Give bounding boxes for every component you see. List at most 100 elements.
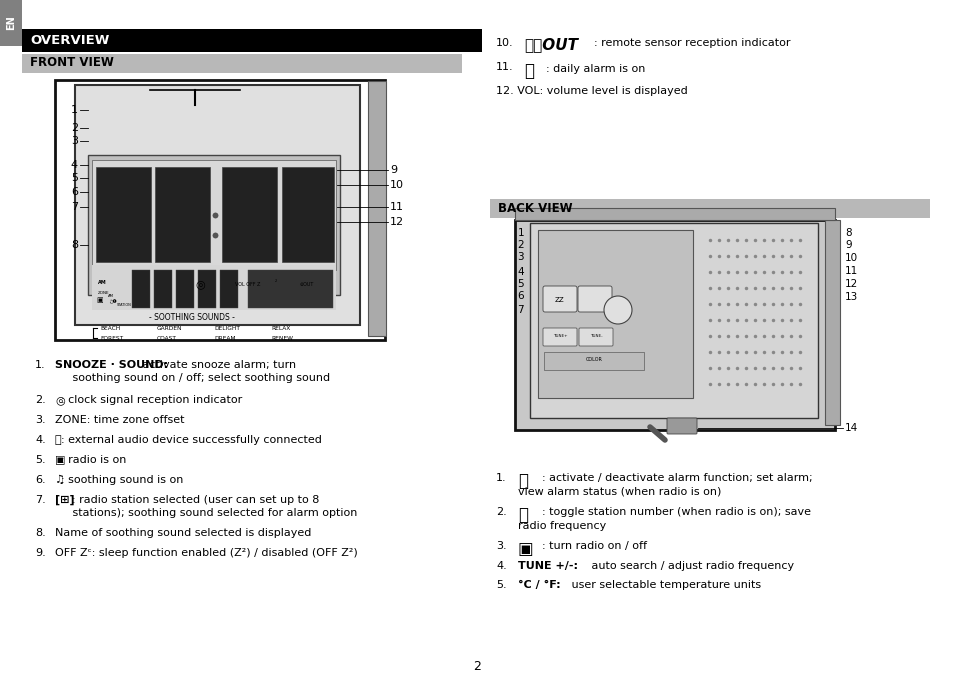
Text: AM: AM [98, 281, 107, 285]
Bar [153, 270, 172, 308]
FancyBboxPatch shape [578, 286, 612, 312]
Text: auto search / adjust radio frequency: auto search / adjust radio frequency [587, 561, 793, 571]
Text: BACK VIEW: BACK VIEW [497, 201, 572, 215]
Text: 3: 3 [71, 136, 78, 146]
Bar [530, 223, 817, 418]
Text: 9: 9 [844, 240, 851, 250]
Text: 6.: 6. [35, 475, 46, 485]
Bar [248, 270, 333, 308]
Text: activate snooze alarm; turn: activate snooze alarm; turn [139, 360, 295, 370]
Text: 11.: 11. [496, 62, 513, 72]
Text: COLOR: COLOR [585, 357, 601, 362]
Text: ZONE: ZONE [98, 291, 110, 295]
Text: VOL OFF Z: VOL OFF Z [234, 281, 260, 287]
Text: 3.: 3. [496, 541, 506, 551]
Bar [490, 199, 929, 218]
Circle shape [603, 296, 631, 324]
Text: 5: 5 [517, 279, 523, 289]
Text: STATION: STATION [117, 303, 132, 307]
Text: 10: 10 [390, 180, 403, 190]
Text: TUNE-: TUNE- [589, 334, 601, 338]
Text: : activate / deactivate alarm function; set alarm;: : activate / deactivate alarm function; … [541, 473, 812, 483]
Bar [824, 220, 840, 425]
Text: stations); soothing sound selected for alarm option: stations); soothing sound selected for a… [55, 508, 357, 518]
Bar [543, 352, 643, 370]
Text: 2.: 2. [35, 395, 46, 405]
Bar [282, 167, 334, 262]
Text: 3.: 3. [35, 415, 46, 425]
Text: 1: 1 [517, 228, 523, 238]
Text: 2: 2 [517, 240, 523, 250]
Text: AM: AM [108, 294, 113, 298]
FancyBboxPatch shape [578, 328, 613, 346]
Text: 8: 8 [844, 228, 851, 238]
Bar [91, 267, 335, 295]
Text: 12: 12 [390, 217, 404, 227]
Text: 11: 11 [844, 266, 858, 276]
Text: ⦿: ⦿ [55, 435, 62, 445]
Text: 2: 2 [473, 660, 480, 673]
Bar [198, 270, 215, 308]
Text: ⦚⦚OUT: ⦚⦚OUT [523, 37, 578, 52]
Text: ◎: ◎ [195, 279, 205, 289]
Text: TUNE +/-:: TUNE +/-: [517, 561, 578, 571]
Text: 8: 8 [71, 240, 78, 250]
Text: [⊞]: [⊞] [55, 495, 74, 505]
Bar [75, 85, 359, 325]
Text: 10: 10 [844, 253, 858, 263]
Bar [154, 167, 210, 262]
Bar [515, 220, 834, 430]
Text: ▣: ▣ [517, 540, 533, 558]
Text: 1.: 1. [35, 360, 46, 370]
Text: ◎: ◎ [55, 395, 65, 405]
Text: 12. VOL: volume level is displayed: 12. VOL: volume level is displayed [496, 86, 687, 96]
FancyBboxPatch shape [542, 328, 577, 346]
Text: radio frequency: radio frequency [517, 521, 605, 531]
Text: 13: 13 [844, 292, 858, 302]
Bar [91, 160, 335, 270]
Bar [368, 81, 386, 336]
Text: : soothing sound is on: : soothing sound is on [61, 475, 183, 485]
Text: COAST: COAST [157, 336, 176, 341]
Bar [220, 270, 237, 308]
Bar [132, 270, 150, 308]
Text: user selectable temperature units: user selectable temperature units [567, 580, 760, 590]
Text: 4: 4 [71, 160, 78, 170]
Text: 12: 12 [844, 279, 858, 289]
Text: FRONT VIEW: FRONT VIEW [30, 57, 113, 69]
Bar [0, 0, 22, 46]
Text: 10.: 10. [496, 38, 513, 48]
Text: : clock signal reception indicator: : clock signal reception indicator [61, 395, 242, 405]
Text: view alarm status (when radio is on): view alarm status (when radio is on) [517, 487, 720, 497]
Text: TUNE+: TUNE+ [552, 334, 567, 338]
Bar [22, 29, 481, 52]
Text: RELAX: RELAX [271, 326, 290, 332]
Text: 2: 2 [274, 279, 277, 283]
Text: 4.: 4. [35, 435, 46, 445]
Text: Name of soothing sound selected is displayed: Name of soothing sound selected is displ… [55, 528, 311, 538]
Text: 5.: 5. [35, 455, 46, 465]
Text: ▣: ▣ [55, 455, 66, 465]
Text: 14: 14 [844, 423, 858, 433]
Text: 3: 3 [517, 252, 523, 262]
FancyBboxPatch shape [666, 418, 697, 434]
Bar [88, 155, 339, 295]
Text: °C / °F:: °C / °F: [517, 580, 560, 590]
Text: BEACH: BEACH [100, 326, 120, 332]
Text: 2.: 2. [496, 507, 506, 517]
Text: - SOOTHING SOUNDS -: - SOOTHING SOUNDS - [149, 314, 234, 322]
Text: SNOOZE · SOUND:: SNOOZE · SOUND: [55, 360, 168, 370]
Text: EN: EN [6, 15, 16, 30]
Bar [22, 54, 461, 73]
Text: : external audio device successfully connected: : external audio device successfully con… [61, 435, 321, 445]
Text: ▣: ▣ [96, 297, 103, 303]
Text: : daily alarm is on: : daily alarm is on [545, 64, 644, 74]
Text: soothing sound on / off; select soothing sound: soothing sound on / off; select soothing… [55, 373, 330, 383]
Text: : toggle station number (when radio is on); save: : toggle station number (when radio is o… [541, 507, 810, 517]
Text: DREAM: DREAM [213, 336, 235, 341]
Text: ⏰: ⏰ [523, 62, 534, 80]
Text: 1: 1 [71, 105, 78, 115]
Bar [537, 230, 692, 398]
Text: 9.: 9. [35, 548, 46, 558]
Text: ♫: ♫ [55, 475, 65, 485]
